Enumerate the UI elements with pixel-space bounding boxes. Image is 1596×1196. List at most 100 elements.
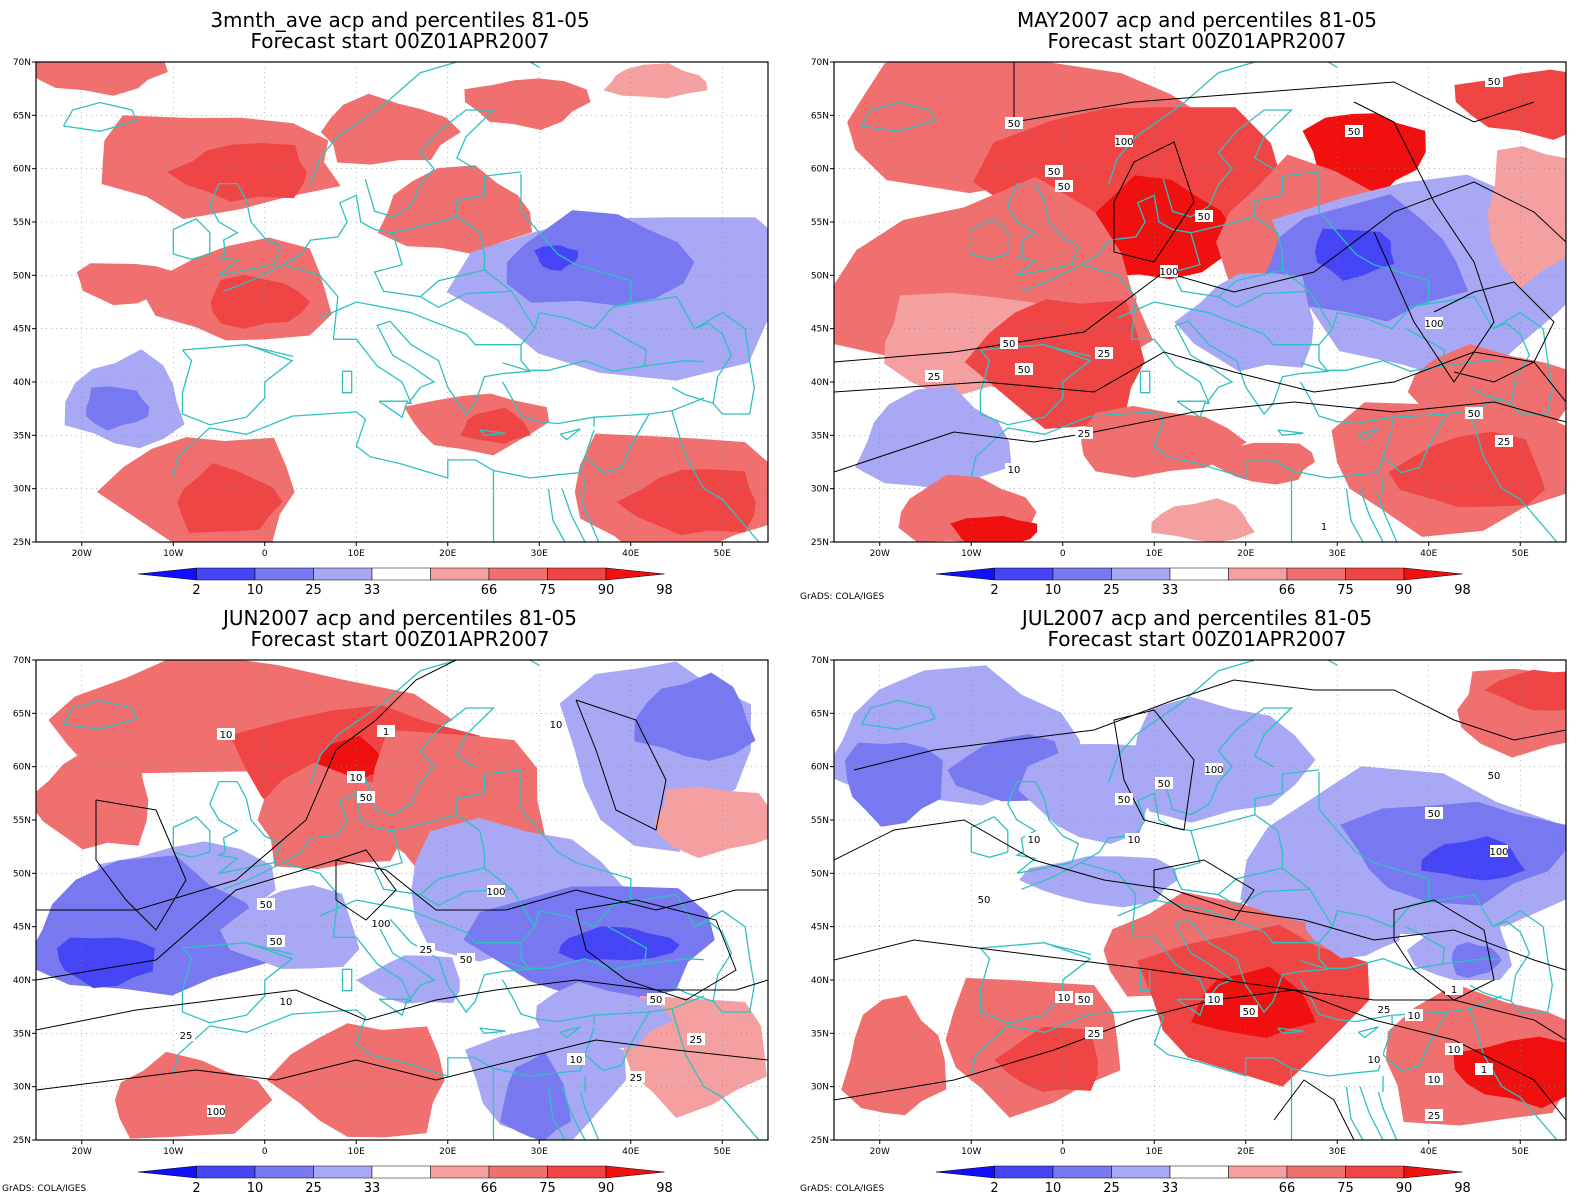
colorbar-label: 10 (247, 1181, 264, 1196)
shaded-region (210, 274, 311, 329)
coastline (584, 413, 650, 474)
colorbar-label: 66 (481, 1181, 498, 1196)
lat-label: 70N (13, 656, 31, 666)
contour-label: 1 (1321, 522, 1327, 533)
contour-label: 10 (1208, 995, 1221, 1006)
lat-label: 40N (811, 378, 829, 388)
coastlines (62, 660, 760, 1140)
contour-label: 25 (420, 945, 433, 956)
coastline (860, 699, 936, 730)
colorbar-segment (313, 1165, 373, 1179)
lat-label: 50N (811, 271, 829, 281)
lon-label: 40E (622, 549, 639, 559)
lon-label: 30E (531, 549, 548, 559)
colorbar-segment (196, 567, 256, 581)
contour-label: 10 (1028, 835, 1041, 846)
shaded-region (964, 299, 1145, 429)
contour-label: 50 (1198, 212, 1211, 223)
lon-label: 10E (1146, 549, 1163, 559)
coastlines (62, 62, 760, 542)
contour-lines: 5050100505050100100502550102550102510025… (36, 660, 768, 1118)
lat-label: 50N (13, 271, 31, 281)
shaded-region (1019, 856, 1178, 908)
contour-label: 10 (570, 1055, 583, 1066)
lat-label: 60N (13, 165, 31, 175)
contour-label: 50 (1058, 182, 1071, 193)
lat-label: 55N (13, 218, 31, 228)
coastline (621, 295, 696, 330)
coastline (1328, 360, 1443, 372)
coastline (364, 707, 496, 816)
contour-label: 10 (350, 773, 363, 784)
coastline (1107, 660, 1338, 783)
map-plot: 5050100505050501005025502525100502510170… (811, 58, 1567, 559)
contour-label-bg (1485, 769, 1503, 781)
lat-label: 55N (811, 218, 829, 228)
contour-label-bg (257, 898, 275, 910)
lon-label: 20W (870, 1147, 890, 1157)
lat-label: 45N (811, 325, 829, 335)
contour-label-bg (207, 1105, 225, 1117)
panel-3mnth-ave: 3mnth_ave acp and percentiles 81-05 Fore… (0, 0, 800, 598)
contour-label-bg (1205, 993, 1223, 1005)
contour-label-bg (1425, 1109, 1443, 1121)
coastline (1080, 264, 1137, 340)
lon-label: 50E (714, 549, 731, 559)
lat-label: 50N (13, 869, 31, 879)
colorbar-arrow-right (605, 1165, 665, 1179)
coastline (378, 998, 409, 1017)
coastline (694, 311, 755, 415)
shaded-region (220, 885, 360, 969)
contour-label: 1 (1451, 985, 1457, 996)
contour-label-bg (627, 1071, 645, 1083)
coastline (530, 360, 645, 372)
contour-label-bg (1485, 75, 1503, 87)
lat-label: 25N (811, 1136, 829, 1146)
lat-label: 65N (811, 709, 829, 719)
colorbar-label: 98 (1454, 583, 1471, 598)
coastline (1277, 1027, 1304, 1034)
contour-label: 25 (1378, 1005, 1391, 1016)
map-plot: 5050501005050501005010502510502510101101… (811, 656, 1567, 1157)
lon-label: 20E (1237, 1147, 1254, 1157)
contour-label-bg (277, 995, 295, 1007)
colorbar-label: 25 (1103, 583, 1120, 598)
coastline (62, 699, 138, 730)
colorbar: 2 10 25 33 66 75 90 98 (137, 1165, 673, 1196)
contour-label-bg (457, 953, 475, 965)
contour-label: 100 (1424, 319, 1443, 330)
contour-label-bg (1005, 463, 1023, 475)
coastline (1501, 1086, 1558, 1140)
lon-label: 30E (1329, 1147, 1346, 1157)
shaded-region (1305, 906, 1402, 959)
coastline (703, 488, 760, 542)
coastline (1392, 397, 1503, 418)
shaded-region (1484, 669, 1566, 711)
lon-label: 10W (961, 1147, 981, 1157)
colorbar-label: 2 (192, 583, 200, 598)
coastline (373, 814, 486, 896)
coastline (1318, 174, 1430, 308)
contour-label-bg (1055, 180, 1073, 192)
panel-title-line2: Forecast start 00Z01APR2007 (1047, 29, 1347, 53)
shaded-region (1454, 69, 1566, 140)
map-axes: 70N 65N 60N 55N 50N 45N 40N 35N 30N 25N 20W 10W 0 10E… (811, 656, 1529, 1157)
coastline (309, 660, 540, 783)
contour-label-bg (217, 728, 235, 740)
colorbar-label: 90 (598, 1181, 615, 1196)
map-content: 5050501005050501005010502510502510101101… (811, 656, 1567, 1157)
coastline (341, 968, 353, 992)
contour-label: 25 (180, 1031, 193, 1042)
lon-label: 20E (1237, 549, 1254, 559)
contour-label-bg (1045, 165, 1063, 177)
lat-label: 25N (13, 1136, 31, 1146)
coastline (561, 1086, 586, 1140)
shaded-region (460, 407, 531, 444)
coastline (1131, 320, 1234, 404)
colorbar-segment (1286, 1165, 1346, 1179)
coastline (181, 942, 294, 1024)
shaded-region (845, 742, 943, 827)
lat-label: 30N (13, 485, 31, 495)
lat-label: 55N (13, 816, 31, 826)
shaded-region (36, 750, 149, 850)
